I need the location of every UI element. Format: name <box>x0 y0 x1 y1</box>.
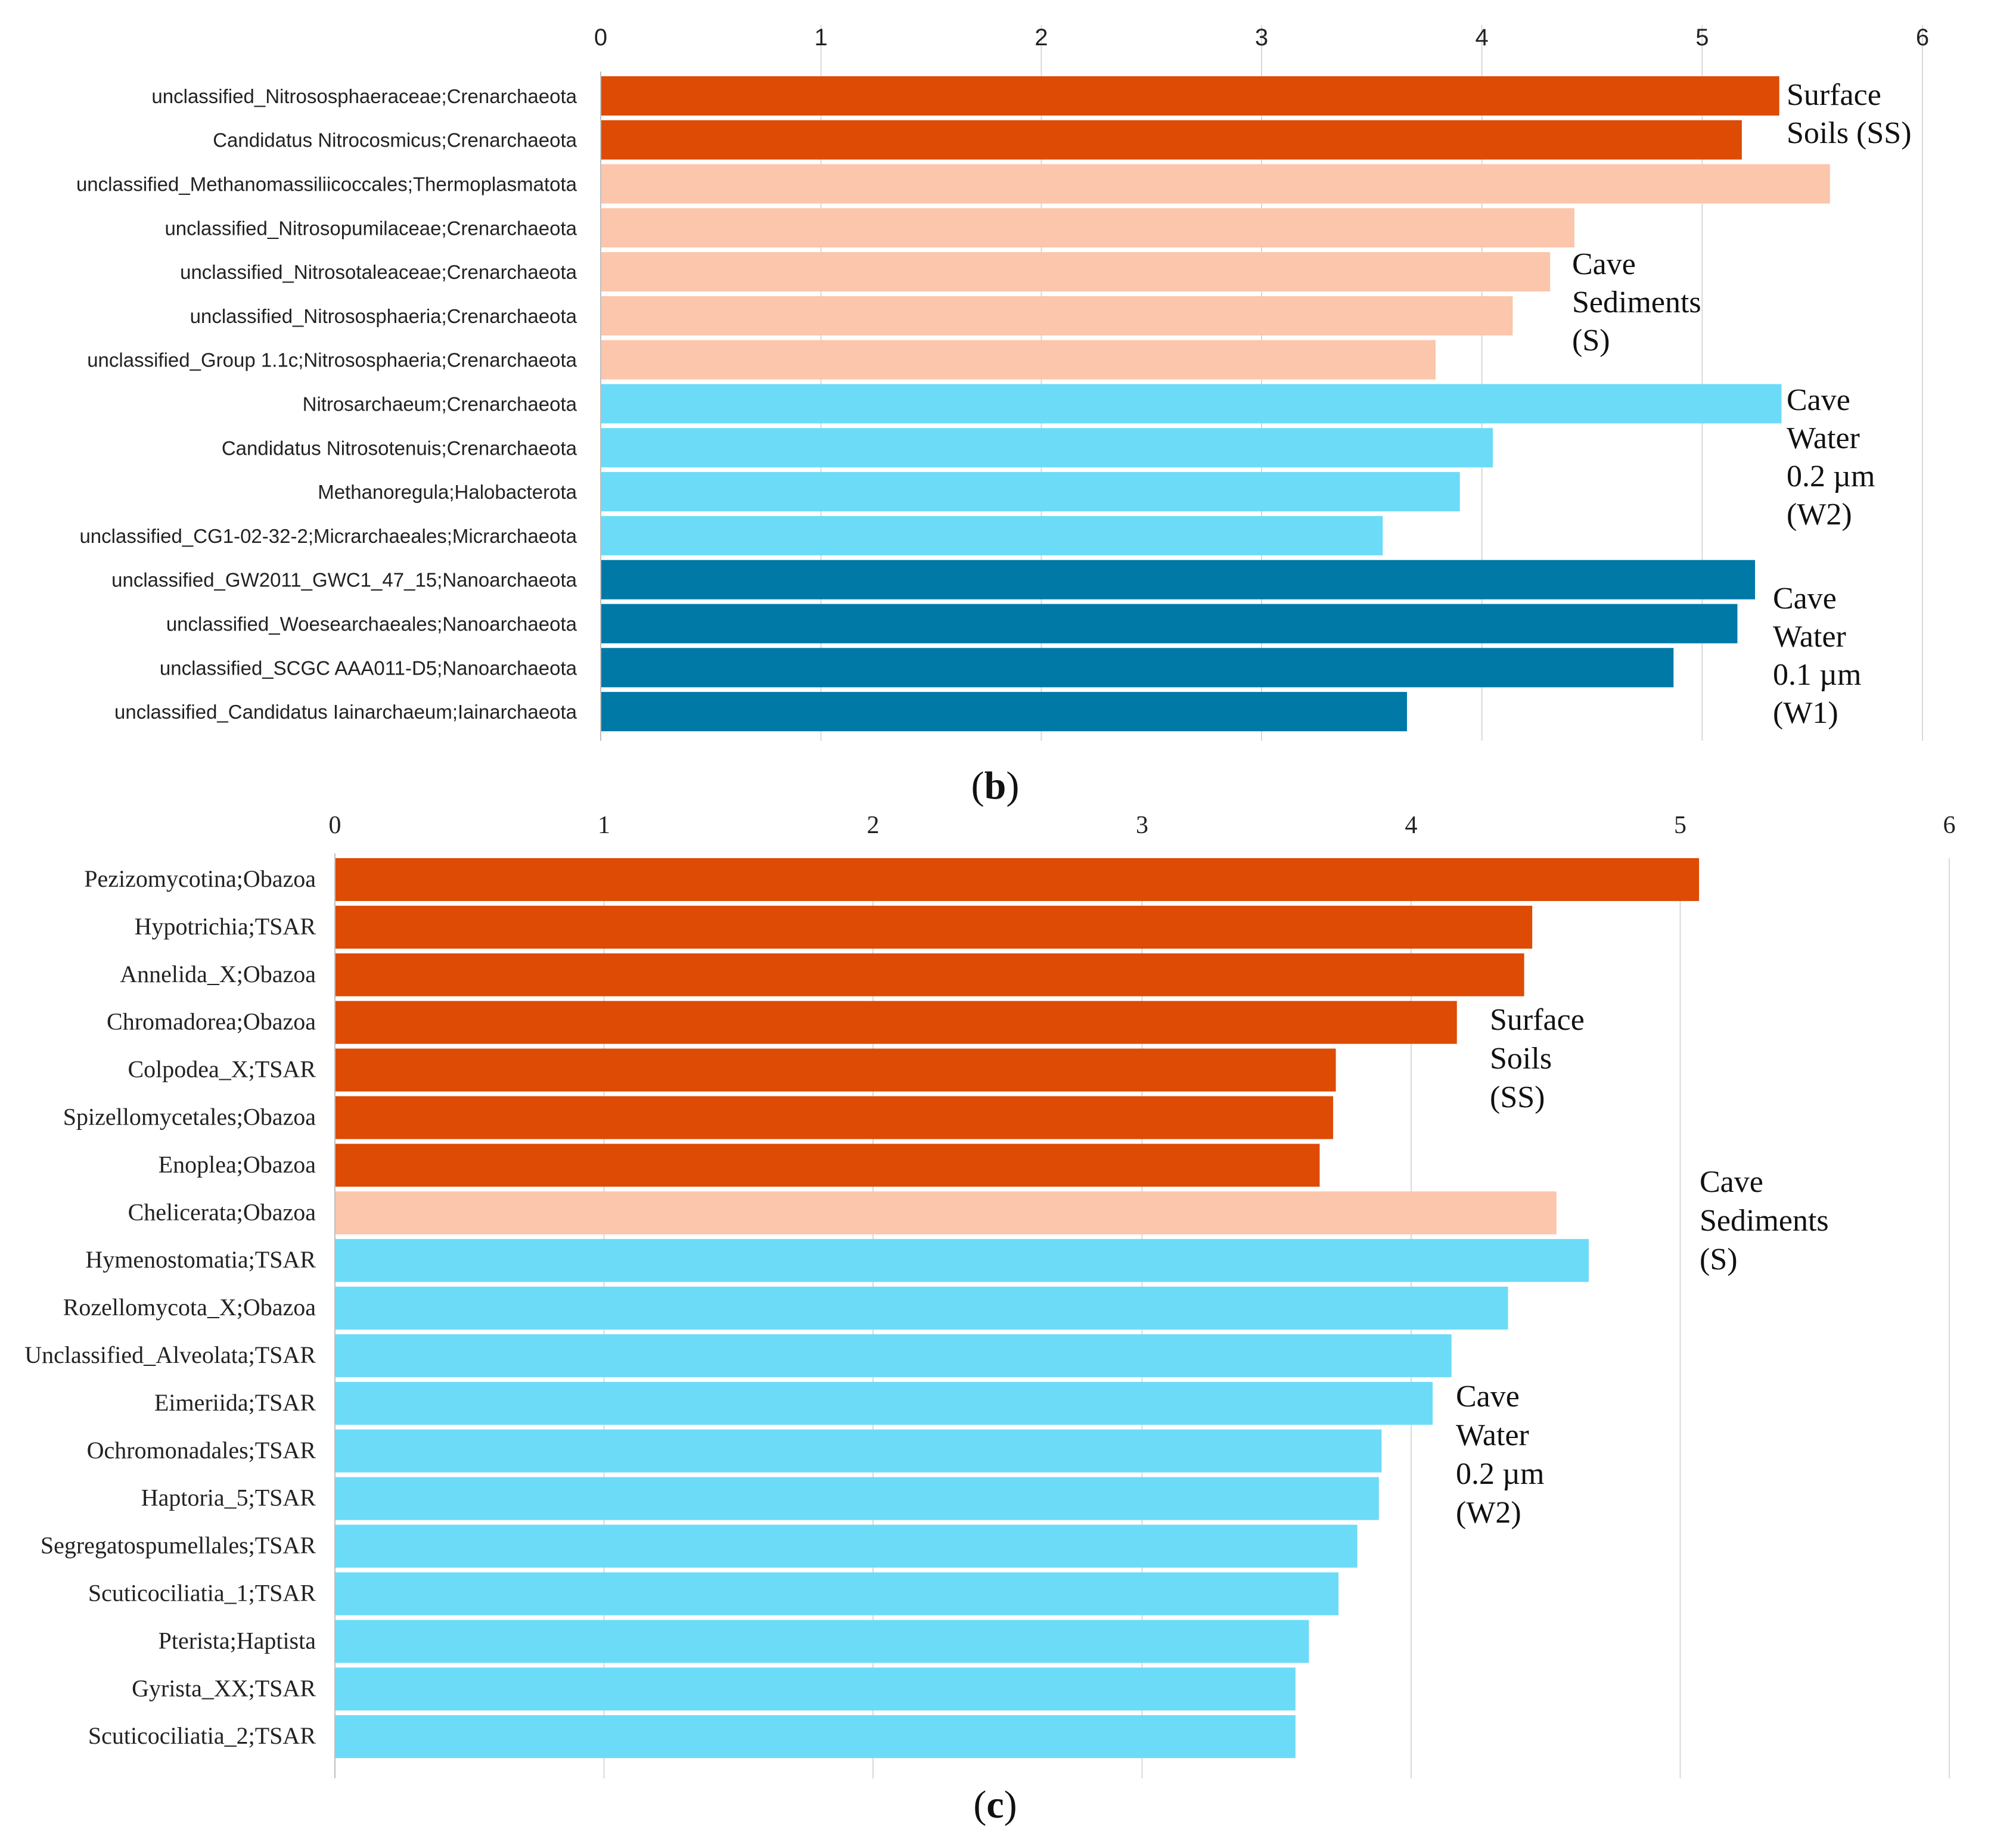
category-label: Candidatus Nitrosotenuis;Crenarchaeota <box>222 437 577 459</box>
x-tick-label: 2 <box>1035 24 1048 51</box>
category-label: Enoplea;Obazoa <box>159 1151 316 1178</box>
category-label: Hypotrichia;TSAR <box>135 913 316 940</box>
bar <box>601 692 1407 732</box>
panel-b-chart: 0 1 2 3 4 5 6 unclassified_Nitrososphaeraceae;C… <box>76 24 1929 807</box>
group-annotation: Cave Water 0.2 µm (W2) <box>1456 1380 1544 1530</box>
x-tick-label: 6 <box>1943 812 1956 839</box>
category-label: unclassified_Nitrososphaeraceae;Crenarch… <box>151 85 577 107</box>
category-label: unclassified_Nitrososphaeria;Crenarchaeo… <box>190 305 577 327</box>
bar <box>601 296 1513 336</box>
category-label: Gyrista_XX;TSAR <box>132 1675 316 1701</box>
bar <box>335 858 1700 901</box>
bar <box>335 1239 1589 1282</box>
bar <box>335 1096 1334 1139</box>
x-tick-label: 3 <box>1255 24 1268 51</box>
x-tick-label: 4 <box>1405 812 1418 839</box>
bar <box>601 604 1738 644</box>
category-label: Scuticociliatia_1;TSAR <box>88 1579 316 1606</box>
category-label: Chromadorea;Obazoa <box>107 1008 316 1035</box>
category-label: Spizellomycetales;Obazoa <box>63 1103 316 1130</box>
bar <box>601 164 1830 204</box>
category-label: unclassified_Methanomassiliicoccales;The… <box>76 173 577 195</box>
group-annotation: Surface Soils (SS) <box>1490 1003 1585 1114</box>
panel-label: (b) <box>971 764 1020 807</box>
category-label: Chelicerata;Obazoa <box>128 1198 316 1225</box>
category-label: unclassified_Group 1.1c;Nitrososphaeria;… <box>87 349 577 371</box>
bar <box>601 208 1574 248</box>
bar <box>335 1001 1457 1044</box>
bar <box>335 953 1524 996</box>
category-label: Annelida_X;Obazoa <box>120 961 316 987</box>
bar <box>601 472 1460 512</box>
bar <box>335 1667 1296 1711</box>
group-annotation: Cave Water 0.2 µm (W2) <box>1787 383 1875 532</box>
x-tick-label: 4 <box>1476 24 1489 51</box>
x-tick-label: 2 <box>867 812 880 839</box>
x-tick-label: 3 <box>1136 812 1148 839</box>
x-tick-label: 5 <box>1674 812 1686 839</box>
bar <box>335 1477 1379 1520</box>
panel-label: (c) <box>973 1783 1017 1827</box>
bar <box>601 560 1756 600</box>
bar <box>601 648 1674 688</box>
group-annotation: Cave Sediments (S) <box>1700 1165 1829 1276</box>
panel-c-chart: 0 1 2 3 4 5 6 Pezizomycotina;Obazoa Hypotrichia;… <box>24 812 1955 1827</box>
category-label: Eimeriida;TSAR <box>154 1389 316 1416</box>
group-annotation: Cave Sediments (S) <box>1572 247 1701 358</box>
x-tick-label: 0 <box>329 812 341 839</box>
bar <box>335 1572 1339 1616</box>
bar <box>335 1144 1320 1187</box>
category-label: unclassified_Nitrosopumilaceae;Crenarcha… <box>164 217 577 239</box>
category-label: unclassified_Woesearchaeales;Nanoarchaeo… <box>166 613 577 635</box>
bar <box>335 1381 1433 1425</box>
x-tick-label: 1 <box>815 24 828 51</box>
bar <box>335 1287 1508 1330</box>
category-label: Ochromonadales;TSAR <box>87 1437 316 1464</box>
category-label: Pterista;Haptista <box>159 1627 316 1654</box>
bar <box>601 515 1383 555</box>
x-tick-label: 6 <box>1916 24 1929 51</box>
bar <box>335 1334 1452 1377</box>
category-label: Hymenostomatia;TSAR <box>85 1246 316 1273</box>
bar <box>335 1429 1382 1473</box>
category-label: unclassified_Nitrosotaleaceae;Crenarchae… <box>180 261 577 283</box>
bar <box>335 1191 1557 1235</box>
category-label: Scuticociliatia_2;TSAR <box>88 1722 316 1749</box>
bar <box>335 1620 1309 1663</box>
x-tick-label: 1 <box>598 812 610 839</box>
category-label: Nitrosarchaeum;Crenarchaeota <box>303 393 577 415</box>
category-label: unclassified_Candidatus Iainarchaeum;Iai… <box>114 701 577 723</box>
x-tick-label: 0 <box>594 24 607 51</box>
group-annotation: Cave Water 0.1 µm (W1) <box>1773 582 1861 730</box>
bar <box>601 384 1782 424</box>
bar <box>601 340 1436 380</box>
category-label: unclassified_GW2011_GWC1_47_15;Nanoarcha… <box>111 569 577 591</box>
category-label: Segregatospumellales;TSAR <box>41 1532 316 1559</box>
group-annotation: Surface Soils (SS) <box>1787 78 1912 150</box>
bar <box>335 1715 1296 1759</box>
bar <box>335 1048 1336 1092</box>
bar <box>601 252 1551 292</box>
category-label: Candidatus Nitrocosmicus;Crenarchaeota <box>213 129 577 151</box>
category-label: Rozellomycota_X;Obazoa <box>63 1294 316 1321</box>
category-label: Colpodea_X;TSAR <box>128 1056 316 1083</box>
category-label: Unclassified_Alveolata;TSAR <box>24 1341 316 1368</box>
category-label: Pezizomycotina;Obazoa <box>84 865 316 892</box>
category-label: Methanoregula;Halobacterota <box>318 481 577 503</box>
bar <box>601 76 1779 116</box>
bar <box>335 1524 1358 1568</box>
category-label: Haptoria_5;TSAR <box>141 1484 316 1511</box>
bar <box>335 905 1533 949</box>
x-tick-label: 5 <box>1695 24 1709 51</box>
bar <box>601 120 1742 160</box>
category-label: unclassified_SCGC AAA011-D5;Nanoarchaeot… <box>160 657 577 679</box>
bar <box>601 428 1493 468</box>
category-label: unclassified_CG1-02-32-2;Micrarchaeales;… <box>79 525 577 547</box>
